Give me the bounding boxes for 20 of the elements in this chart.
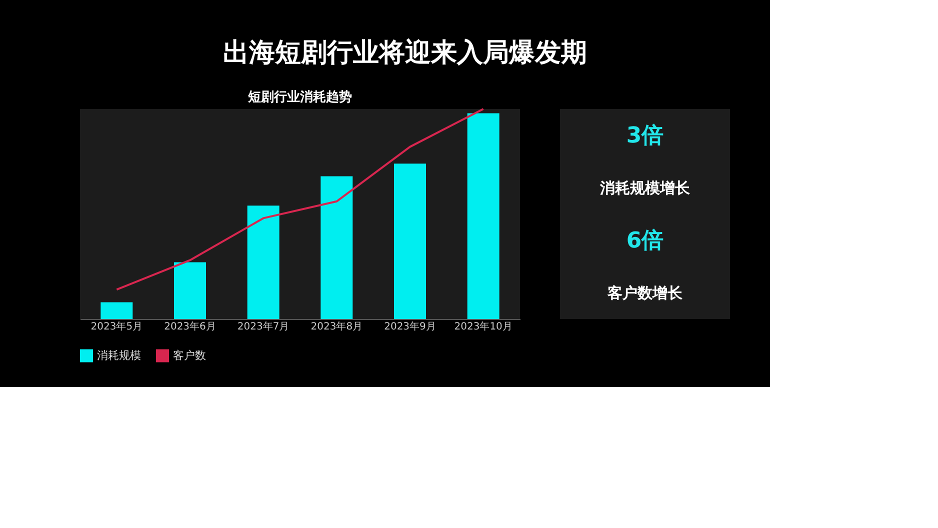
bar	[467, 113, 500, 319]
bar	[100, 302, 133, 319]
text: 3倍	[626, 123, 664, 148]
legend-label: 消耗规模	[97, 348, 141, 362]
x-tick-label: 2023年8月	[310, 320, 363, 332]
x-tick-label: 2023年7月	[237, 320, 290, 332]
bar	[174, 262, 206, 319]
bar	[320, 176, 353, 319]
x-tick-label: 2023年5月	[90, 320, 143, 332]
legend-label: 客户数	[173, 348, 206, 362]
bar	[394, 164, 426, 319]
x-tick-label: 2023年10月	[454, 320, 512, 332]
chart-title: 出海短剧行业将迎来入局爆发期	[223, 38, 587, 68]
x-tick-label: 2023年9月	[384, 320, 436, 332]
text: 6倍	[626, 228, 664, 254]
x-tick-label: 2023年6月	[164, 320, 216, 332]
text: 客户数增长	[606, 284, 684, 302]
chart-subtitle: 短剧行业消耗趋势	[247, 89, 352, 105]
text: 消耗规模增长	[599, 178, 691, 197]
bar	[247, 206, 280, 319]
